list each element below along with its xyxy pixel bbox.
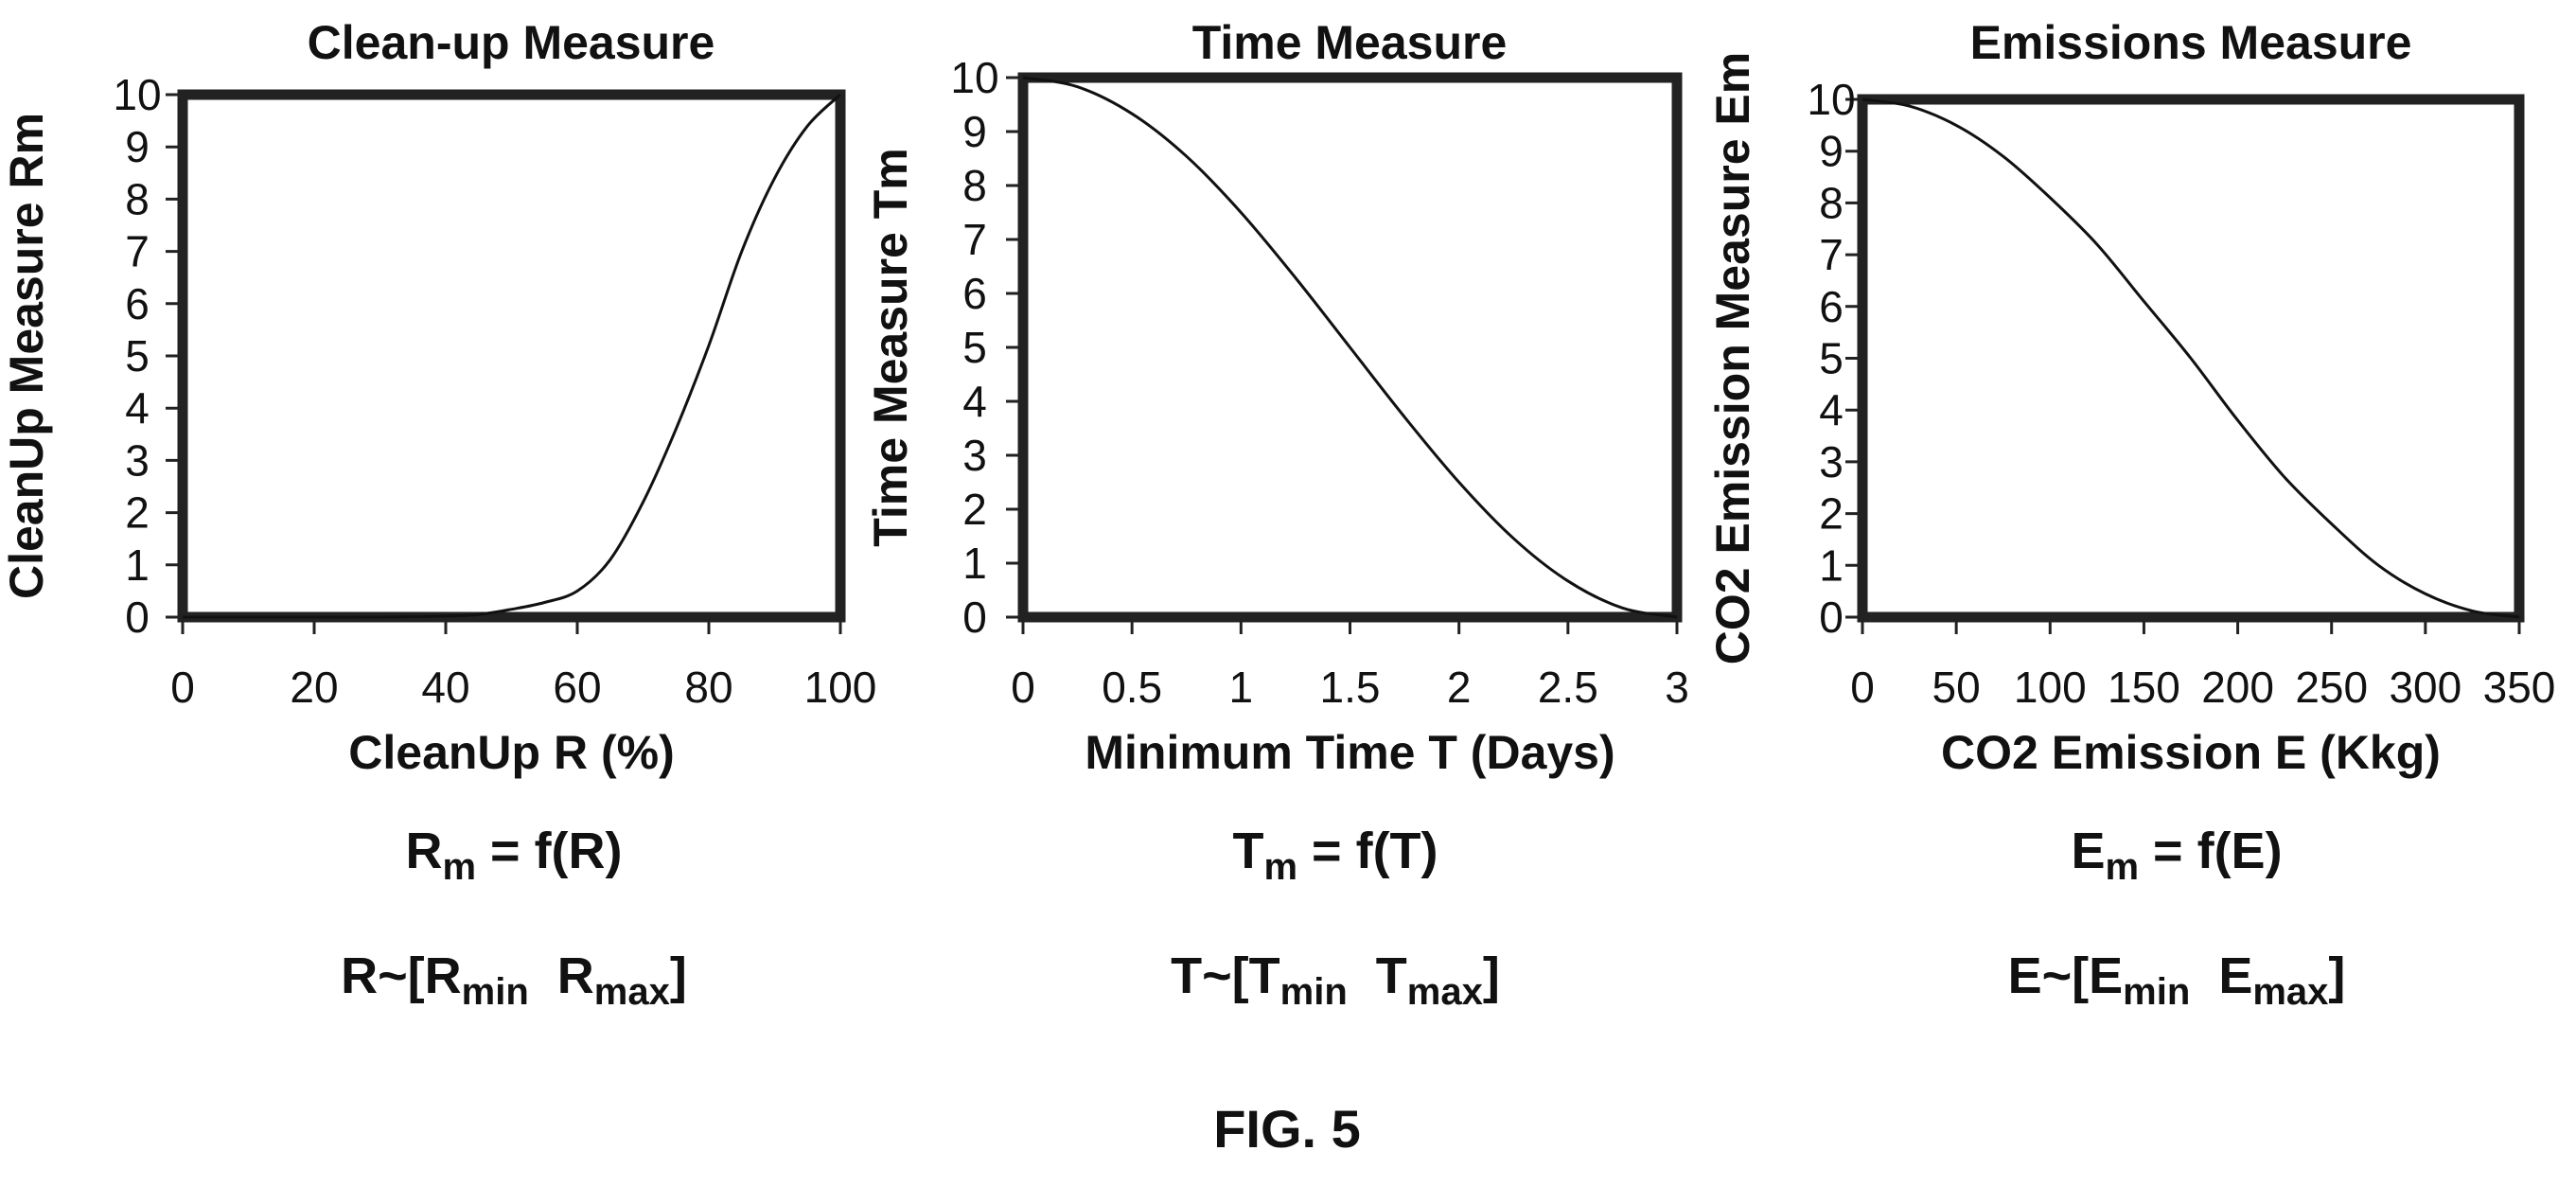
y-tick-label-clean-up-5: 5 — [125, 331, 150, 381]
y-tick-label-clean-up-4: 4 — [125, 383, 150, 433]
x-tick-label-time-4: 2 — [1447, 663, 1472, 712]
x-tick-label-time-0: 0 — [1011, 663, 1035, 712]
x-tick-label-emissions-6: 300 — [2389, 663, 2461, 712]
x-tick-label-clean-up-5: 100 — [804, 663, 877, 712]
plot-frame-time — [1017, 72, 1683, 623]
x-axis-label-emissions: CO2 Emission E (Kkg) — [1941, 726, 2441, 779]
series-line-emissions — [1861, 97, 2520, 619]
range-clean-up: R~[Rmin Rmax] — [341, 947, 687, 1013]
x-tick-label-clean-up-1: 20 — [290, 663, 338, 712]
y-tick-label-clean-up-1: 1 — [125, 540, 150, 590]
y-tick-label-emissions-4: 4 — [1819, 385, 1844, 434]
formula-clean-up: Rm = f(R) — [405, 823, 623, 888]
y-tick-label-clean-up-0: 0 — [125, 593, 150, 642]
y-tick-label-time-9: 9 — [962, 107, 987, 156]
y-tick-label-clean-up-9: 9 — [125, 122, 150, 171]
x-tick-label-time-2: 1 — [1229, 663, 1254, 712]
y-tick-label-time-5: 5 — [962, 323, 987, 372]
x-tick-label-time-6: 3 — [1665, 663, 1689, 712]
series-line-time — [1022, 76, 1678, 619]
x-tick-label-time-5: 2.5 — [1538, 663, 1598, 712]
y-tick-label-emissions-8: 8 — [1819, 178, 1844, 227]
y-tick-label-time-0: 0 — [962, 593, 987, 642]
y-tick-label-time-1: 1 — [962, 539, 987, 588]
y-tick-label-time-8: 8 — [962, 161, 987, 210]
y-tick-label-time-10: 10 — [950, 53, 998, 102]
y-tick-label-emissions-0: 0 — [1819, 593, 1844, 642]
x-tick-label-clean-up-0: 0 — [170, 663, 195, 712]
y-tick-label-time-3: 3 — [962, 431, 987, 480]
y-tick-label-emissions-5: 5 — [1819, 334, 1844, 383]
series-line-clean-up — [183, 93, 842, 619]
y-axis-label-clean-up: CleanUp Measure Rm — [0, 113, 53, 599]
y-tick-label-time-4: 4 — [962, 377, 987, 426]
y-tick-label-emissions-9: 9 — [1819, 127, 1844, 176]
y-tick-label-emissions-2: 2 — [1819, 489, 1844, 539]
range-emissions: E~[Emin Emax] — [2007, 947, 2346, 1013]
plot-frame-emissions — [1857, 94, 2525, 623]
y-tick-label-emissions-1: 1 — [1819, 540, 1844, 590]
y-axis-label-emissions: CO2 Emission Measure Em — [1706, 52, 1759, 664]
y-tick-label-clean-up-7: 7 — [125, 227, 150, 276]
y-tick-label-emissions-3: 3 — [1819, 437, 1844, 487]
y-tick-label-clean-up-3: 3 — [125, 435, 150, 485]
chart-title-emissions: Emissions Measure — [1970, 16, 2412, 69]
y-tick-label-emissions-7: 7 — [1819, 230, 1844, 279]
chart-title-time: Time Measure — [1192, 16, 1508, 69]
formula-time: Tm = f(T) — [1232, 823, 1438, 888]
y-tick-label-time-2: 2 — [962, 485, 987, 534]
formula-emissions: Em = f(E) — [2071, 823, 2283, 888]
chart-title-clean-up: Clean-up Measure — [308, 16, 715, 69]
y-tick-label-emissions-10: 10 — [1807, 75, 1855, 124]
y-tick-label-clean-up-2: 2 — [125, 488, 150, 538]
x-tick-label-emissions-1: 50 — [1932, 663, 1981, 712]
y-tick-label-clean-up-6: 6 — [125, 279, 150, 328]
x-tick-label-emissions-5: 250 — [2295, 663, 2368, 712]
y-axis-label-time: Time Measure Tm — [864, 148, 917, 546]
x-tick-label-emissions-0: 0 — [1850, 663, 1875, 712]
range-time: T~[Tmin Tmax] — [1171, 947, 1500, 1013]
plot-frame-clean-up — [177, 89, 846, 623]
x-tick-label-time-3: 1.5 — [1320, 663, 1381, 712]
x-tick-label-clean-up-2: 40 — [421, 663, 469, 712]
x-tick-label-emissions-4: 200 — [2201, 663, 2274, 712]
figure-label: FIG. 5 — [1213, 1099, 1361, 1159]
x-tick-label-clean-up-3: 60 — [553, 663, 601, 712]
x-tick-label-emissions-7: 350 — [2483, 663, 2556, 712]
x-tick-label-clean-up-4: 80 — [684, 663, 732, 712]
x-tick-label-emissions-3: 150 — [2108, 663, 2180, 712]
y-tick-label-clean-up-8: 8 — [125, 174, 150, 223]
x-axis-label-clean-up: CleanUp R (%) — [348, 726, 674, 779]
x-tick-label-time-1: 0.5 — [1102, 663, 1162, 712]
y-tick-label-clean-up-10: 10 — [113, 70, 161, 119]
y-tick-label-time-6: 6 — [962, 269, 987, 318]
x-tick-label-emissions-2: 100 — [2014, 663, 2087, 712]
y-tick-label-emissions-6: 6 — [1819, 282, 1844, 331]
y-tick-label-time-7: 7 — [962, 215, 987, 264]
x-axis-label-time: Minimum Time T (Days) — [1085, 726, 1614, 779]
